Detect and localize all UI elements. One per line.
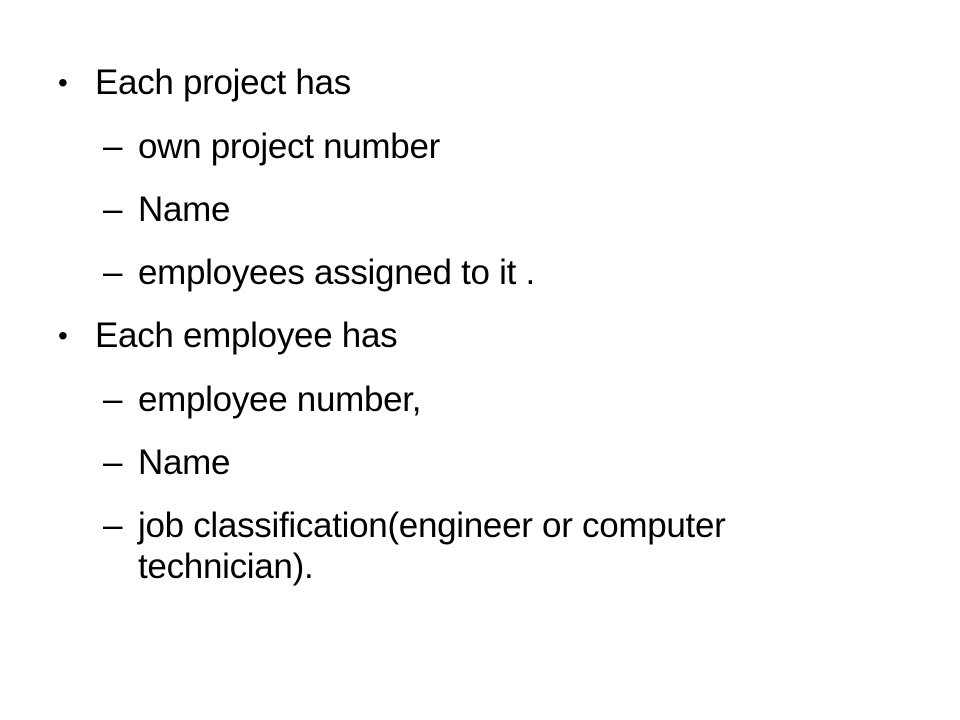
dash-icon: – — [103, 380, 123, 419]
subitem-employee-number: – employee number, — [103, 379, 898, 421]
dash-icon: – — [103, 506, 123, 545]
bullet-text: Each project has — [95, 63, 351, 102]
bullet-employee: • Each employee has — [58, 315, 938, 357]
subitem-text: job classification(engineer or computer — [138, 506, 726, 545]
bullet-icon: • — [58, 67, 68, 98]
bullet-icon: • — [58, 320, 68, 351]
dash-icon: – — [103, 253, 123, 292]
subitem-project-name: – Name — [103, 189, 898, 231]
subitem-text: Name — [138, 443, 231, 482]
subitem-employee-name: – Name — [103, 442, 898, 484]
dash-icon: – — [103, 127, 123, 166]
subitem-text: own project number — [138, 127, 440, 166]
subitem-text-continued: technician). — [138, 547, 314, 586]
subitem-job-classification: – job classification(engineer or compute… — [103, 505, 898, 587]
bullet-text: Each employee has — [95, 316, 398, 355]
subitem-project-employees: – employees assigned to it . — [103, 252, 898, 294]
dash-icon: – — [103, 443, 123, 482]
slide-body: • Each project has – own project number … — [58, 62, 938, 608]
subitem-text: employee number, — [138, 380, 422, 419]
subitem-text: Name — [138, 190, 231, 229]
subitem-text: employees assigned to it . — [138, 253, 535, 292]
bullet-project: • Each project has — [58, 62, 938, 104]
subitem-project-number: – own project number — [103, 126, 898, 168]
dash-icon: – — [103, 190, 123, 229]
